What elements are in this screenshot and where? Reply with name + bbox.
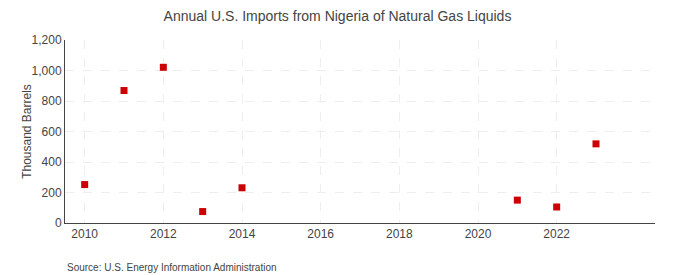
svg-text:2020: 2020 [465, 227, 492, 241]
svg-text:600: 600 [42, 125, 62, 139]
svg-text:Source: U.S. Energy Informatio: Source: U.S. Energy Information Administ… [67, 262, 277, 273]
svg-text:2014: 2014 [229, 227, 256, 241]
svg-text:800: 800 [42, 94, 62, 108]
svg-text:1,000: 1,000 [32, 64, 62, 78]
svg-text:1,200: 1,200 [32, 33, 62, 47]
svg-text:Thousand Barrels: Thousand Barrels [20, 84, 34, 179]
svg-text:2012: 2012 [150, 227, 177, 241]
svg-text:2018: 2018 [386, 227, 413, 241]
svg-text:2016: 2016 [307, 227, 334, 241]
svg-text:Annual U.S. Imports from Niger: Annual U.S. Imports from Nigeria of Natu… [164, 8, 512, 24]
svg-text:200: 200 [42, 186, 62, 200]
svg-text:2010: 2010 [71, 227, 98, 241]
svg-text:2022: 2022 [543, 227, 570, 241]
svg-text:400: 400 [42, 155, 62, 169]
svg-text:0: 0 [55, 216, 62, 230]
